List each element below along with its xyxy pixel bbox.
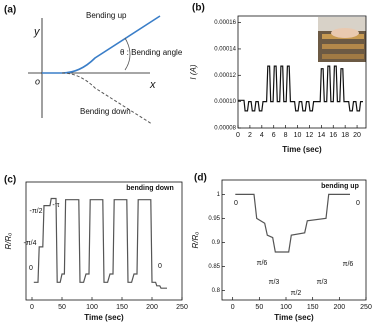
x-tick-label: 0 [30,304,34,311]
x-axis-label: Time (sec) [282,145,322,154]
annotation: 0 [29,265,33,272]
x-tick-label: 16 [329,132,337,139]
data-line [238,65,363,112]
x-tick-label: 14 [317,132,325,139]
plot-frame [25,181,183,301]
annotation: π/3 [269,279,280,286]
annotation: -π/4 [24,240,37,247]
x-tick-label: 8 [284,132,288,139]
panel-label: (d) [194,173,207,184]
data-line [235,193,350,253]
annotation: -π/2 [30,208,43,215]
bend-up-curve [42,15,161,74]
annotation: π/6 [257,260,268,267]
plot-frame [221,179,367,301]
annotation: π/6 [343,261,354,268]
x-tick-label: 150 [307,304,319,311]
x-label: x [149,79,156,91]
x-tick-label: 0 [231,304,235,311]
angle-label: θ : Bending angle [120,48,183,57]
x-tick-label: 4 [260,132,264,139]
x-tick-label: 150 [116,304,128,311]
y-tick-label: 0.00016 [214,20,236,26]
y-axis-label: R/Rₒ [4,233,13,250]
x-tick-label: 100 [280,304,292,311]
y-axis-label: R/Rₒ [191,232,200,249]
bend-down-curve [61,72,153,125]
chart-title: bending down [126,185,173,192]
annotation: 0 [234,200,238,207]
x-tick-label: 12 [306,132,314,139]
y-axis-label: I (A) [189,64,198,79]
x-tick-label: 200 [333,304,345,311]
x-tick-label: 200 [146,304,158,311]
y-tick-label: 0.85 [208,264,220,270]
x-tick-label: 250 [176,304,188,311]
x-tick-label: 100 [86,304,98,311]
annotation: π/3 [317,279,328,286]
y-tick-label: 1 [217,192,221,198]
annotation: 0 [356,200,360,207]
y-tick-label: 0.95 [208,216,220,222]
y-tick-label: 0.00010 [214,99,236,105]
y-tick-label: 0.00014 [214,47,236,53]
y-tick-label: 0.00012 [214,73,236,79]
x-tick-label: 20 [353,132,361,139]
x-tick-label: 250 [360,304,372,311]
angle-arc [124,37,131,71]
x-tick-label: 50 [58,304,66,311]
y-label: y [33,26,41,38]
down-label: Bending down [80,107,131,116]
x-tick-label: 10 [294,132,302,139]
x-axis-label: Time (sec) [84,313,124,322]
y-tick-label: 0.9 [212,240,221,246]
x-tick-label: 0 [236,132,240,139]
chart-title: bending up [321,183,359,190]
inset-photo [318,17,366,62]
x-tick-label: 6 [272,132,276,139]
x-tick-label: 2 [248,132,252,139]
plot-frame [237,15,367,129]
x-tick-label: 50 [255,304,263,311]
up-label: Bending up [86,11,127,20]
annotation: π/2 [291,290,302,297]
origin-label: o [35,76,40,86]
panel-label: (a) [4,5,16,16]
x-axis-label: Time (sec) [274,313,314,322]
panel-label: (b) [192,3,205,14]
x-tick-label: 18 [341,132,349,139]
data-line [33,197,167,289]
panel-label: (c) [4,175,16,186]
annotation: 0 [158,263,162,270]
y-tick-label: 0.00008 [214,126,236,132]
y-tick-label: 0.8 [212,288,221,294]
